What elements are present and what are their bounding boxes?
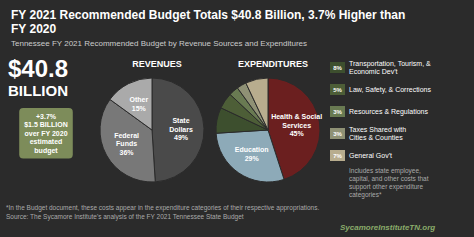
svg-text:49%: 49%	[174, 134, 189, 141]
svg-text:Cities & Counties: Cities & Counties	[349, 134, 403, 141]
svg-text:Taxes Shared with: Taxes Shared with	[349, 126, 406, 133]
svg-text:5%: 5%	[333, 87, 342, 93]
svg-text:over FY 2020: over FY 2020	[24, 130, 67, 137]
svg-text:$1.5 BILLION: $1.5 BILLION	[24, 121, 68, 129]
svg-text:Transportation, Tourism, &: Transportation, Tourism, &	[349, 60, 431, 68]
svg-text:FY 2021 Recommended Budget Tot: FY 2021 Recommended Budget Totals $40.8 …	[11, 8, 405, 22]
svg-text:36%: 36%	[120, 149, 135, 156]
svg-text:SycamoreInstituteTN.org: SycamoreInstituteTN.org	[340, 223, 435, 232]
svg-text:15%: 15%	[132, 105, 147, 112]
svg-text:REVENUES: REVENUES	[132, 59, 182, 69]
svg-text:Economic Dev't: Economic Dev't	[349, 68, 397, 75]
svg-text:budget: budget	[34, 147, 58, 155]
svg-text:Services: Services	[282, 122, 311, 129]
svg-text:Includes state employee,: Includes state employee,	[349, 167, 421, 175]
svg-text:3%: 3%	[333, 109, 342, 115]
svg-text:3%: 3%	[333, 131, 342, 137]
svg-text:Resources & Regulations: Resources & Regulations	[349, 108, 428, 116]
svg-text:Funds: Funds	[116, 140, 137, 147]
svg-text:EXPENDITURES: EXPENDITURES	[238, 59, 308, 69]
svg-text:support other expenditure: support other expenditure	[349, 183, 423, 191]
svg-text:8%: 8%	[333, 65, 342, 71]
svg-text:categories*: categories*	[349, 191, 382, 199]
svg-text:29%: 29%	[245, 155, 260, 162]
svg-text:capital, and other costs that: capital, and other costs that	[349, 175, 429, 183]
svg-text:45%: 45%	[290, 130, 305, 137]
svg-text:*In the Budget document, these: *In the Budget document, these costs app…	[6, 204, 319, 212]
svg-text:General Gov't: General Gov't	[349, 152, 392, 159]
svg-text:Tennessee FY 2021 Recommended: Tennessee FY 2021 Recommended Budget by …	[11, 39, 307, 48]
svg-text:Dollars: Dollars	[169, 126, 193, 133]
svg-text:Other: Other	[129, 96, 148, 103]
svg-text:BILLION: BILLION	[8, 82, 68, 99]
svg-text:State: State	[172, 117, 189, 124]
svg-text:Health & Social: Health & Social	[271, 113, 322, 120]
svg-text:+3.7%: +3.7%	[36, 113, 57, 120]
svg-text:7%: 7%	[333, 153, 342, 159]
svg-text:$40.8: $40.8	[8, 55, 68, 82]
svg-text:FY 2020: FY 2020	[11, 22, 56, 36]
svg-text:Source: The Sycamore Institute: Source: The Sycamore Institute's analysi…	[6, 213, 244, 221]
svg-text:Education: Education	[235, 146, 269, 153]
svg-text:Federal: Federal	[114, 132, 139, 139]
svg-text:estimated: estimated	[30, 138, 63, 145]
svg-text:Law, Safety, & Corrections: Law, Safety, & Corrections	[349, 86, 431, 94]
